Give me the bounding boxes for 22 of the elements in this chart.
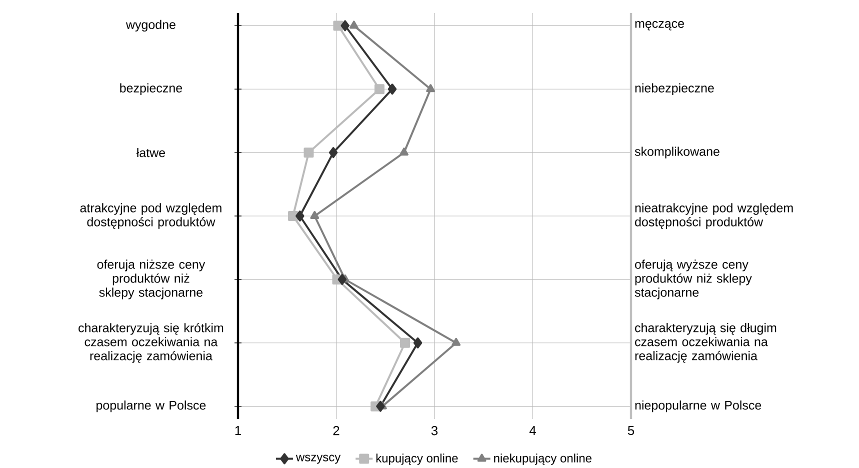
y2-tick-label: męczące bbox=[635, 21, 684, 30]
legend-label: niekupujący online bbox=[494, 454, 592, 465]
y-tick-label: oferuja niższe ceny produktów niż sklepy stacjonarne bbox=[97, 260, 206, 300]
x-tick-label: 2 bbox=[333, 426, 340, 436]
y2-tick-label: niebezpieczne bbox=[635, 83, 714, 95]
legend-label: kupujący online bbox=[376, 454, 458, 465]
legend-label: wszyscy bbox=[296, 454, 341, 464]
x-tick-label: 4 bbox=[529, 426, 536, 435]
y2-tick-label: charakteryzują się długim czasem oczekiwania na realizację zamówienia bbox=[635, 323, 776, 363]
y2-tick-label: oferują wyższe ceny produktów niż sklepy stacjonarne bbox=[634, 260, 752, 300]
y-tick-label: popularne w Polsce bbox=[96, 400, 206, 412]
y2-tick-label: niepopularne w Polsce bbox=[635, 400, 762, 412]
y-tick-label: łatwe bbox=[136, 148, 166, 158]
y-tick-label: wygodne bbox=[126, 20, 176, 32]
x-tick-label: 1 bbox=[235, 426, 241, 435]
y2-tick-label: nieatrakcyjne pod względem dostępności produktów bbox=[635, 203, 793, 229]
y-tick-label: bezpieczne bbox=[120, 83, 182, 95]
y-tick-label: charakteryzują się krótkim czasem oczekiwania na realizację zamówienia bbox=[78, 322, 224, 363]
x-tick-label: 5 bbox=[628, 426, 634, 436]
y-tick-label: atrakcyjne pod względem dostępności produktów bbox=[80, 203, 222, 229]
x-tick-label: 3 bbox=[431, 426, 438, 436]
y2-tick-label: skomplikowane bbox=[634, 146, 720, 158]
